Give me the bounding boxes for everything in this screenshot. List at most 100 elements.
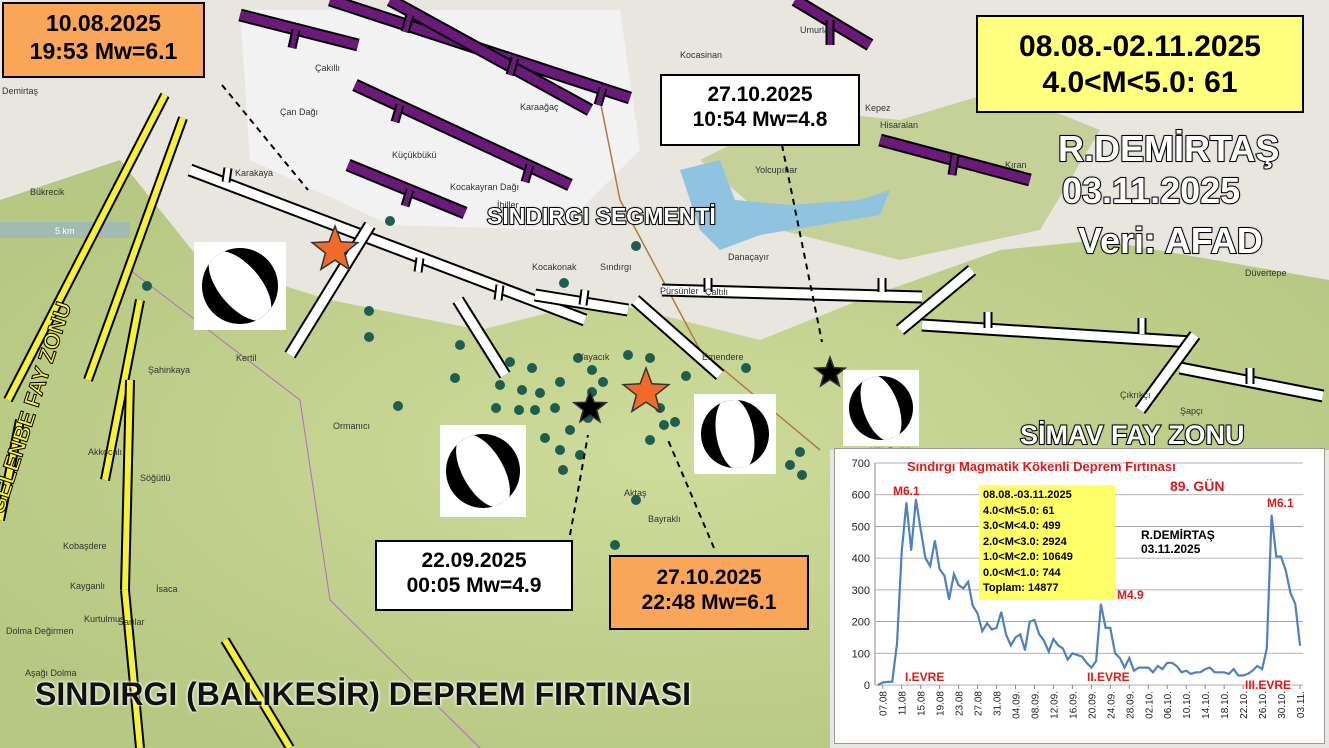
data-point	[1014, 636, 1017, 639]
epicenter-star-icon	[621, 365, 671, 414]
chart-date: 03.11.2025	[1141, 542, 1201, 556]
data-point	[919, 528, 922, 531]
gelenbe-fault-line	[222, 638, 293, 748]
normal-fault-line	[238, 10, 360, 50]
data-point	[881, 681, 884, 684]
chart-title: Sındırgı Magmatik Kökenli Deprem Fırtına…	[907, 459, 1176, 474]
data-point	[1284, 570, 1287, 572]
place-label: Söğütlü	[140, 473, 171, 483]
aftershock-dot	[610, 540, 620, 550]
aftershock-dot	[631, 495, 641, 505]
gelenbe-fault-line	[102, 299, 143, 481]
data-point	[934, 539, 936, 542]
aftershock-dot	[645, 435, 655, 445]
fault-tick	[402, 189, 413, 207]
data-point	[1123, 666, 1126, 669]
data-point	[1194, 671, 1197, 674]
stats-box: 08.08.-03.11.2025 4.0<M<5.0: 61 3.0<M<4.0:…	[979, 485, 1115, 600]
pointer-arrow	[569, 434, 589, 536]
place-label: Pürsünler	[660, 286, 699, 296]
data-point	[1119, 657, 1121, 659]
data-point	[1137, 666, 1140, 669]
simav-fault-label: SİMAV FAY ZONU	[1019, 419, 1246, 451]
data-point	[1266, 647, 1268, 650]
data-point	[1104, 627, 1107, 629]
data-point	[1294, 603, 1297, 605]
vegetation-area	[0, 160, 1329, 748]
data-point	[1213, 671, 1216, 674]
sindirgi-segment-line	[454, 297, 509, 378]
sindirgi-segment-line	[1136, 332, 1199, 413]
place-label: Emendere	[702, 352, 744, 362]
aftershock-dot	[555, 377, 565, 387]
aftershock-dot	[555, 445, 565, 455]
fault-tick	[289, 29, 299, 49]
place-label: Kıran	[1005, 160, 1027, 170]
data-point	[1209, 666, 1211, 669]
event-box-10-08: 10.08.2025 19:53 Mw=6.1	[2, 2, 205, 78]
x-tick-label: 31.08	[993, 691, 1004, 716]
stats-line: 0.0<M<1.0: 744	[983, 566, 1061, 579]
sindirgi-segment-line	[921, 320, 1193, 347]
x-tick-label: 28.09.	[1125, 691, 1136, 719]
place-label: Küçükbükü	[392, 150, 437, 160]
data-point	[1185, 669, 1188, 672]
segment-tick	[495, 284, 503, 301]
pointer-arrow	[667, 439, 715, 549]
data-point	[1033, 619, 1036, 621]
summary-period: 08.08.-02.11.2025	[1019, 30, 1261, 63]
aftershock-dot	[565, 425, 575, 435]
chart-annotation: M4.9	[1117, 588, 1144, 602]
data-point	[995, 627, 998, 629]
data-point	[976, 612, 979, 615]
aftershock-dot	[785, 460, 795, 470]
aftershock-dot	[623, 350, 633, 360]
data-point	[1299, 644, 1301, 647]
seismicity-chart: 0 100 200 300 400 500 600 700 07.08 11.08 15.08 19.…	[834, 448, 1325, 744]
event-star-icon	[571, 388, 609, 424]
data-point	[1081, 655, 1083, 658]
aftershock-dot	[491, 403, 501, 413]
data-point	[1204, 668, 1206, 670]
x-tick-label: 12.09.	[1049, 691, 1060, 719]
event-star-icon	[812, 354, 848, 388]
y-tick-label: 0	[864, 680, 870, 692]
place-label: Demirtaş	[2, 86, 39, 96]
data-point	[1175, 665, 1178, 667]
event-date: 27.10.2025	[656, 566, 762, 589]
data-point	[1052, 638, 1055, 640]
aftershock-dot	[587, 365, 597, 375]
aftershock-dot	[514, 405, 524, 415]
y-tick-label: 200	[852, 617, 870, 629]
aftershock-dot	[540, 433, 550, 443]
data-point	[1062, 647, 1064, 650]
aftershock-dot	[559, 278, 569, 288]
place-label: Karaağaç	[520, 102, 559, 112]
place-label: İsaca	[156, 584, 178, 594]
data-point	[1100, 603, 1102, 605]
gelenbe-fault-line	[122, 379, 133, 591]
place-label: Danaçayır	[728, 252, 770, 262]
pointer-arrow	[221, 84, 309, 191]
place-label: Şahinkaya	[148, 365, 191, 375]
x-tick-label: 18.10.	[1220, 691, 1231, 719]
place-label: Bayraklı	[648, 514, 681, 524]
data-point	[1024, 649, 1026, 651]
reservoir	[680, 160, 890, 250]
data-point	[986, 622, 988, 624]
aftershock-dot	[530, 405, 540, 415]
data-point	[900, 551, 903, 553]
data-point	[1289, 592, 1292, 594]
data-point	[1028, 620, 1031, 623]
data-point	[924, 557, 927, 559]
data-point	[990, 628, 993, 631]
place-label: Kurtulmuş	[84, 614, 125, 624]
data-point	[1019, 633, 1022, 636]
event-date: 10.08.2025	[45, 10, 162, 36]
x-tick-label: 26.10.	[1258, 691, 1269, 719]
x-tick-label: 24.09.	[1106, 691, 1117, 719]
aftershock-dot	[631, 241, 641, 251]
data-point	[1161, 668, 1164, 670]
aftershock-dot	[385, 216, 395, 226]
gelenbe-fault-line	[122, 589, 143, 748]
